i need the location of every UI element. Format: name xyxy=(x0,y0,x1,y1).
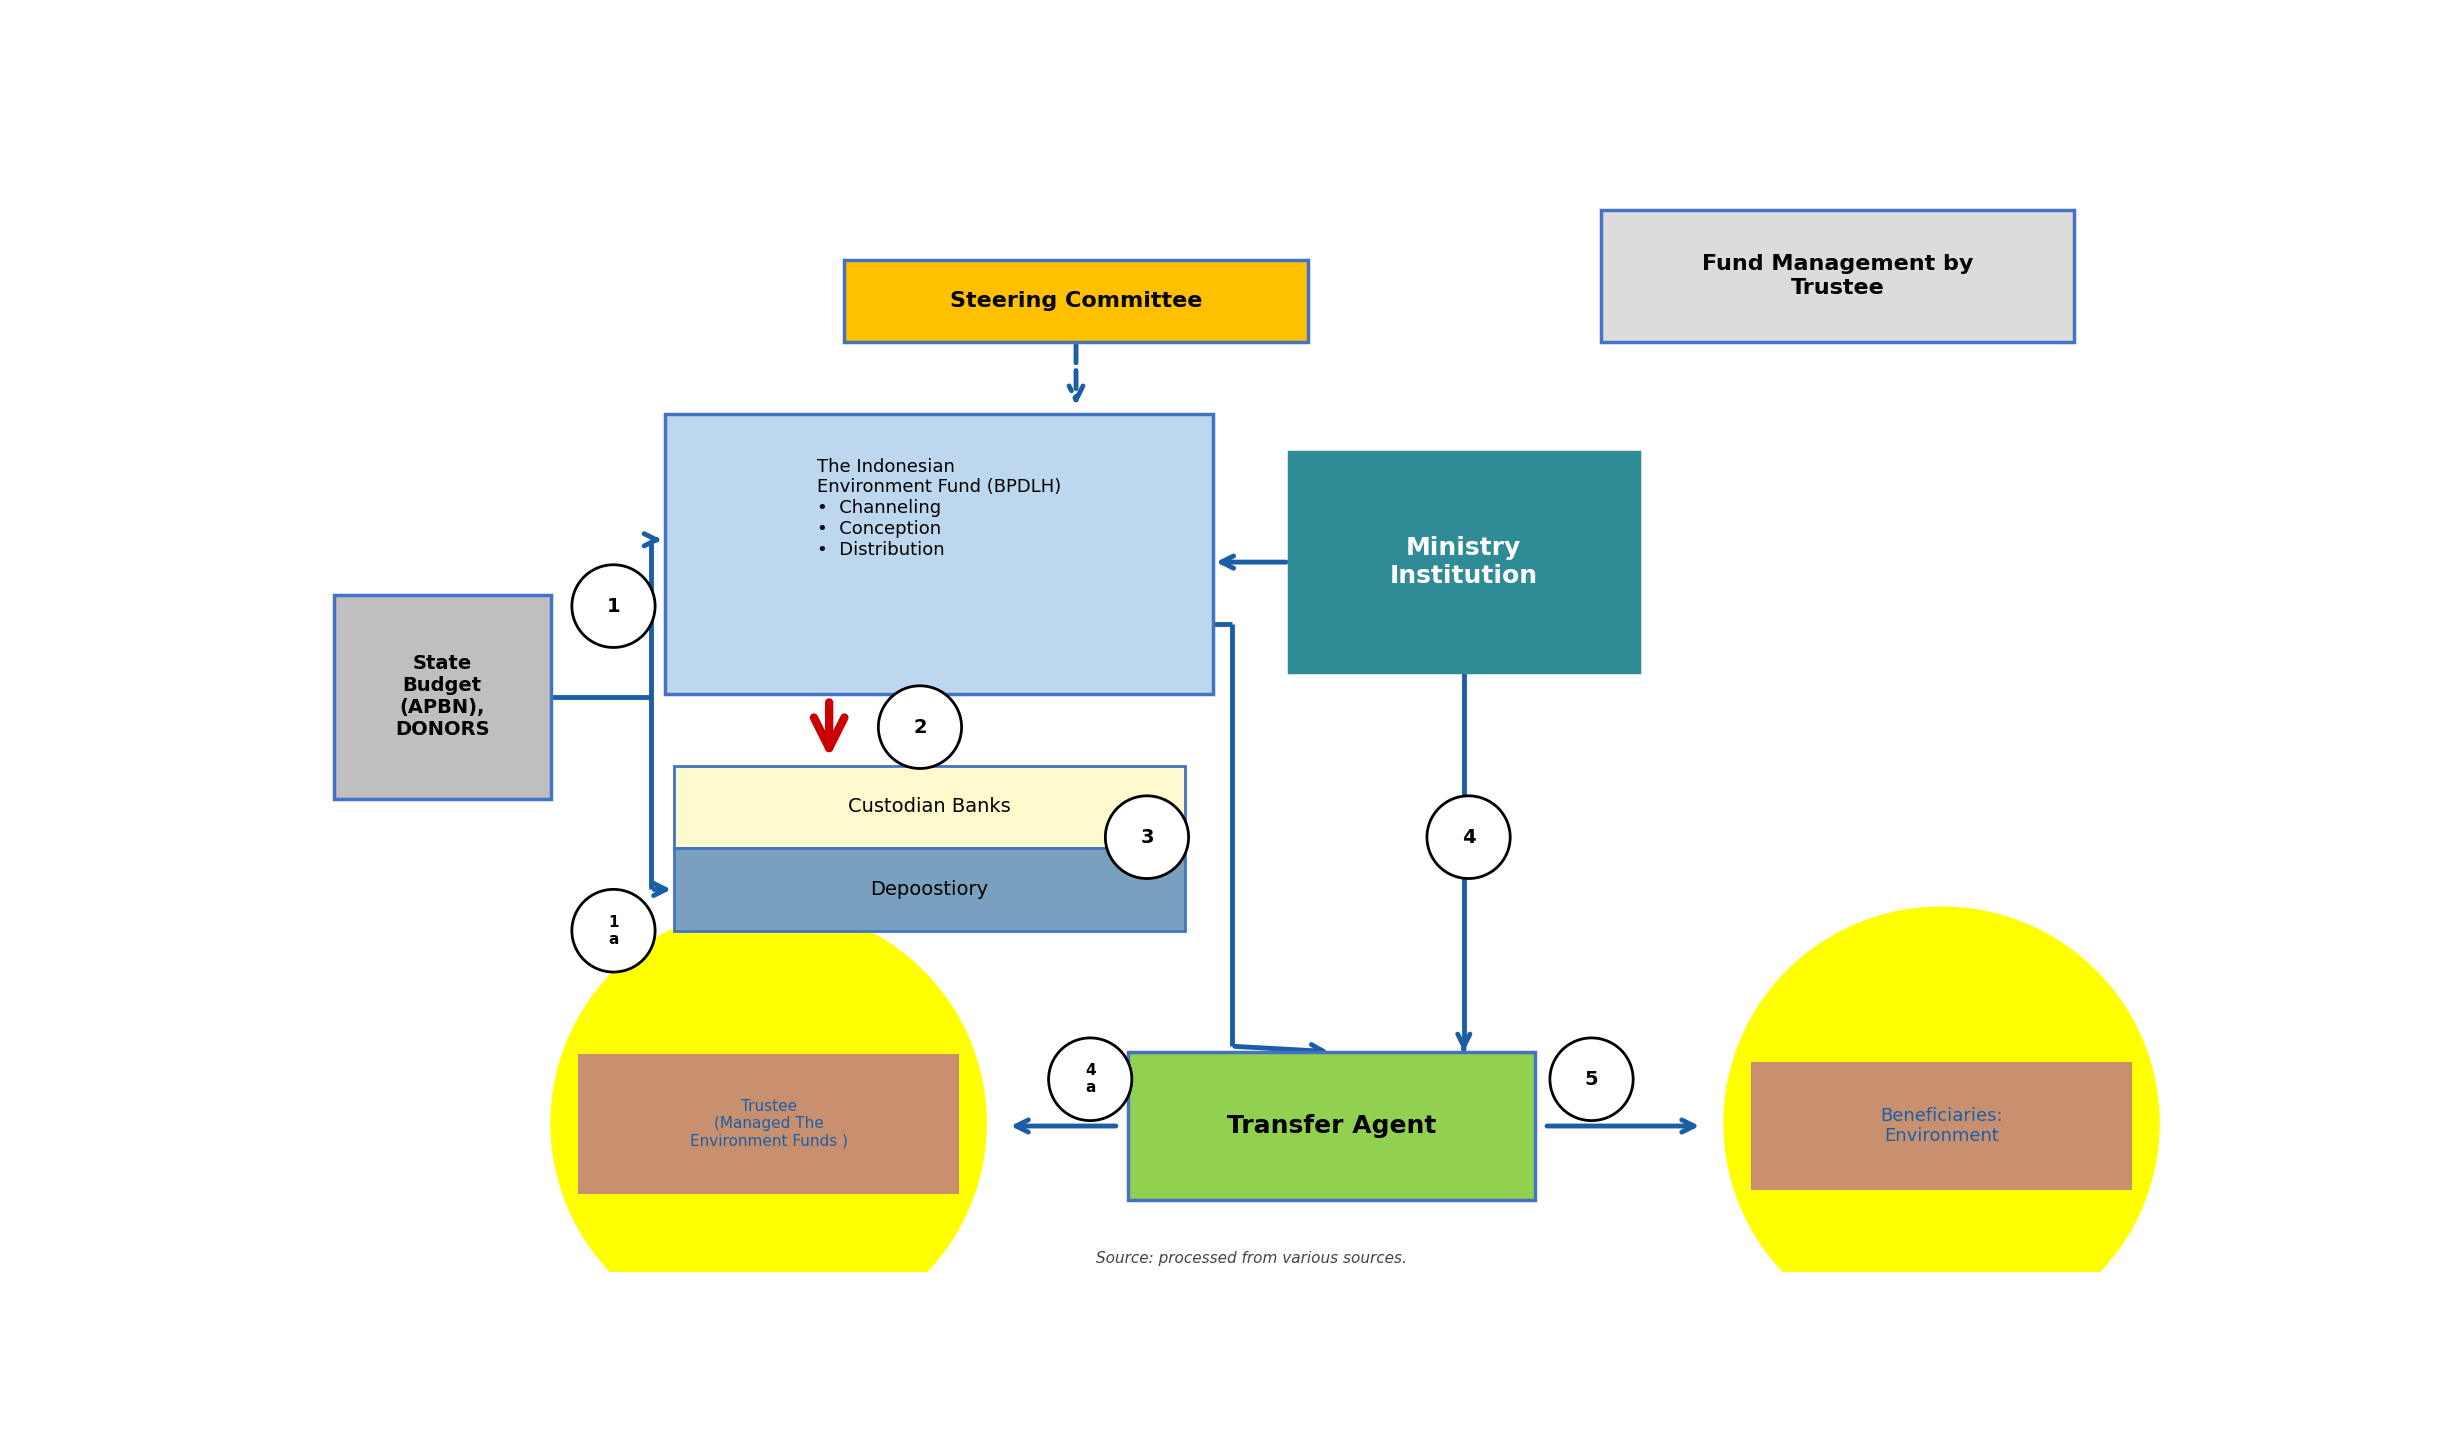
Text: Fund Management by
Trustee: Fund Management by Trustee xyxy=(1701,254,1972,297)
Ellipse shape xyxy=(1106,796,1189,879)
FancyBboxPatch shape xyxy=(674,766,1184,849)
Text: Depoostiory: Depoostiory xyxy=(871,880,989,899)
FancyBboxPatch shape xyxy=(1753,1063,2131,1189)
Ellipse shape xyxy=(571,889,654,972)
FancyBboxPatch shape xyxy=(664,413,1213,694)
FancyBboxPatch shape xyxy=(579,1055,957,1193)
FancyBboxPatch shape xyxy=(1128,1052,1535,1200)
Ellipse shape xyxy=(1723,907,2158,1339)
Ellipse shape xyxy=(571,564,654,647)
FancyBboxPatch shape xyxy=(1289,452,1638,672)
Text: 3: 3 xyxy=(1140,827,1155,846)
Text: Transfer Agent: Transfer Agent xyxy=(1228,1115,1435,1137)
Ellipse shape xyxy=(1428,796,1511,879)
Text: 2: 2 xyxy=(913,717,928,736)
Ellipse shape xyxy=(552,907,986,1339)
FancyBboxPatch shape xyxy=(845,260,1308,342)
Text: 4
a: 4 a xyxy=(1084,1063,1096,1096)
Text: Beneficiaries:
Environment: Beneficiaries: Environment xyxy=(1880,1106,2002,1146)
FancyBboxPatch shape xyxy=(674,849,1184,930)
Text: Steering Committee: Steering Committee xyxy=(950,290,1203,310)
FancyBboxPatch shape xyxy=(334,594,552,799)
Text: Custodian Banks: Custodian Banks xyxy=(847,797,1011,816)
Text: State
Budget
(APBN),
DONORS: State Budget (APBN), DONORS xyxy=(395,654,491,739)
Ellipse shape xyxy=(1050,1037,1133,1120)
Text: 4: 4 xyxy=(1462,827,1474,846)
Text: 1
a: 1 a xyxy=(608,915,618,947)
Text: The Indonesian
Environment Fund (BPDLH)
•  Channeling
•  Conception
•  Distribut: The Indonesian Environment Fund (BPDLH) … xyxy=(818,457,1062,559)
Ellipse shape xyxy=(1550,1037,1633,1120)
Text: Trustee
(Managed The
Environment Funds ): Trustee (Managed The Environment Funds ) xyxy=(691,1099,847,1149)
Ellipse shape xyxy=(879,686,962,769)
Text: Source: processed from various sources.: Source: processed from various sources. xyxy=(1096,1252,1406,1266)
Text: 5: 5 xyxy=(1584,1070,1599,1089)
FancyBboxPatch shape xyxy=(1601,210,2075,342)
Text: Ministry
Institution: Ministry Institution xyxy=(1389,536,1538,587)
Text: 1: 1 xyxy=(608,597,620,616)
